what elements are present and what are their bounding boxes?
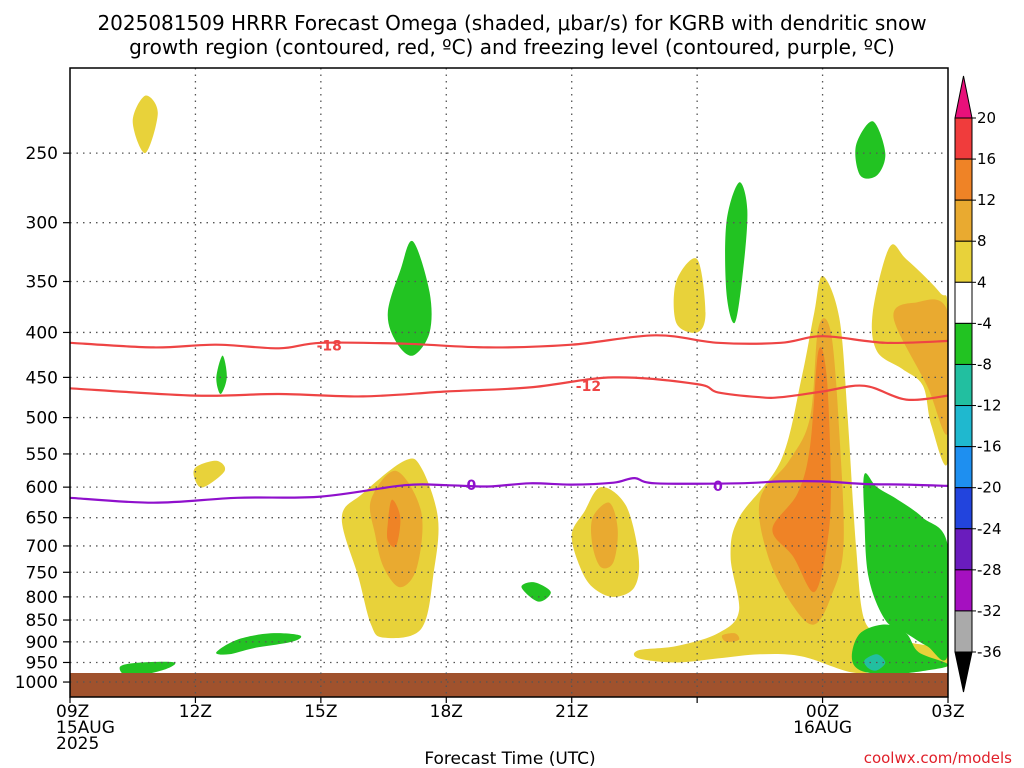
y-tick-label: 400 bbox=[26, 323, 58, 343]
x-tick-label: 00Z bbox=[806, 702, 839, 722]
contour-label: 0 bbox=[466, 478, 476, 494]
ground-fill bbox=[70, 673, 948, 697]
chart-title-line-2: growth region (contoured, red, ºC) and f… bbox=[129, 35, 895, 59]
omega-region-14 bbox=[387, 240, 432, 356]
x-tick-label: 18Z bbox=[430, 702, 463, 722]
contour-label: -18 bbox=[317, 339, 342, 355]
y-tick-label: 250 bbox=[26, 144, 58, 164]
ground-layer bbox=[70, 673, 948, 697]
contour-layer: -18 -12 0 0 bbox=[69, 334, 949, 504]
y-tick-label: 600 bbox=[26, 478, 58, 498]
colorbar-segment bbox=[954, 528, 973, 571]
omega-region-12 bbox=[386, 499, 401, 548]
x-tick-label: 03Z bbox=[931, 702, 964, 722]
grid-layer bbox=[70, 68, 948, 697]
omega-region-15 bbox=[725, 182, 748, 324]
colorbar-label: -20 bbox=[977, 479, 1002, 497]
colorbar-segment bbox=[954, 446, 973, 489]
colorbar-segment bbox=[954, 487, 973, 530]
y-tick-label: 500 bbox=[26, 409, 58, 429]
omega-region-1 bbox=[193, 460, 226, 488]
x-tick-label: 21Z bbox=[555, 702, 588, 722]
colorbar-label: 20 bbox=[977, 109, 996, 127]
omega-region-11 bbox=[893, 299, 948, 435]
omega-region-16 bbox=[855, 121, 886, 179]
colorbar-label: -8 bbox=[977, 355, 992, 373]
colorbar-segment bbox=[954, 610, 973, 653]
credit-text: coolwx.com/models bbox=[864, 749, 1012, 767]
x-tick-label: 16AUG bbox=[793, 718, 852, 738]
omega-region-10 bbox=[721, 633, 740, 643]
colorbar-label: -16 bbox=[977, 438, 1002, 456]
omega-region-21 bbox=[863, 473, 948, 661]
y-tick-label: 650 bbox=[26, 509, 58, 529]
colorbar-segment bbox=[954, 199, 973, 242]
colorbar-label: -36 bbox=[977, 643, 1002, 661]
y-tick-label: 800 bbox=[26, 588, 58, 608]
omega-shading-layer bbox=[119, 95, 948, 677]
y-axis-ticks: 2503003504004505005506006507007508008509… bbox=[15, 144, 70, 693]
x-tick-label: 15Z bbox=[304, 702, 337, 722]
colorbar-segment bbox=[954, 240, 973, 283]
colorbar-segment bbox=[954, 117, 973, 160]
y-tick-label: 450 bbox=[26, 368, 58, 388]
omega-region-13 bbox=[772, 347, 831, 593]
x-axis-label: Forecast Time (UTC) bbox=[424, 749, 595, 768]
colorbar-label: 12 bbox=[977, 191, 996, 209]
y-tick-label: 950 bbox=[26, 653, 58, 673]
plot-frame bbox=[69, 67, 949, 698]
omega-region-20 bbox=[216, 633, 302, 655]
colorbar-label: -28 bbox=[977, 561, 1002, 579]
x-tick-label: 12Z bbox=[179, 702, 212, 722]
omega-region-17 bbox=[216, 355, 227, 394]
y-tick-label: 550 bbox=[26, 445, 58, 465]
omega-region-19 bbox=[119, 661, 176, 677]
x-tick-label: 09Z bbox=[56, 702, 89, 722]
colorbar-segment bbox=[954, 158, 973, 201]
y-tick-label: 700 bbox=[26, 537, 58, 557]
y-tick-label: 300 bbox=[26, 214, 58, 234]
colorbar-label: -32 bbox=[977, 602, 1002, 620]
omega-region-18 bbox=[521, 582, 551, 602]
colorbar-segment bbox=[954, 405, 973, 448]
y-tick-label: 1000 bbox=[15, 673, 58, 693]
colorbar-label: -24 bbox=[977, 520, 1002, 538]
colorbar-label: -12 bbox=[977, 397, 1002, 415]
x-tick-label: 15AUG bbox=[56, 718, 115, 738]
colorbar-top-arrow bbox=[954, 75, 973, 119]
plot-area: -18 -12 0 0 bbox=[69, 67, 949, 698]
y-tick-label: 850 bbox=[26, 611, 58, 631]
colorbar-segment bbox=[954, 281, 973, 324]
omega-region-8 bbox=[590, 502, 618, 569]
colorbar-label: 16 bbox=[977, 150, 996, 168]
y-tick-label: 350 bbox=[26, 273, 58, 293]
x-tick-label: 2025 bbox=[56, 734, 99, 754]
y-tick-label: 750 bbox=[26, 563, 58, 583]
contour--12 bbox=[69, 376, 949, 402]
omega-region-23 bbox=[864, 654, 886, 671]
contour-label: 0 bbox=[713, 479, 723, 495]
y-tick-label: 900 bbox=[26, 633, 58, 653]
colorbar-segment bbox=[954, 322, 973, 365]
colorbar: 20 16 12 8 4 -4 -8 -12 -16 -20 -24 -28 -32 -36 bbox=[954, 75, 1002, 693]
colorbar-segment bbox=[954, 569, 973, 612]
colorbar-label: -4 bbox=[977, 314, 992, 332]
colorbar-segment bbox=[954, 363, 973, 407]
omega-region-0 bbox=[132, 95, 158, 154]
colorbar-label: 4 bbox=[977, 273, 987, 291]
contour--18 bbox=[69, 334, 949, 350]
chart-title-line-1: 2025081509 HRRR Forecast Omega (shaded, … bbox=[97, 11, 926, 35]
colorbar-label: 8 bbox=[977, 232, 987, 250]
contour-label: -12 bbox=[576, 379, 601, 395]
colorbar-bottom-arrow bbox=[954, 651, 973, 693]
omega-region-6 bbox=[871, 244, 948, 466]
contour-0 bbox=[69, 476, 949, 504]
